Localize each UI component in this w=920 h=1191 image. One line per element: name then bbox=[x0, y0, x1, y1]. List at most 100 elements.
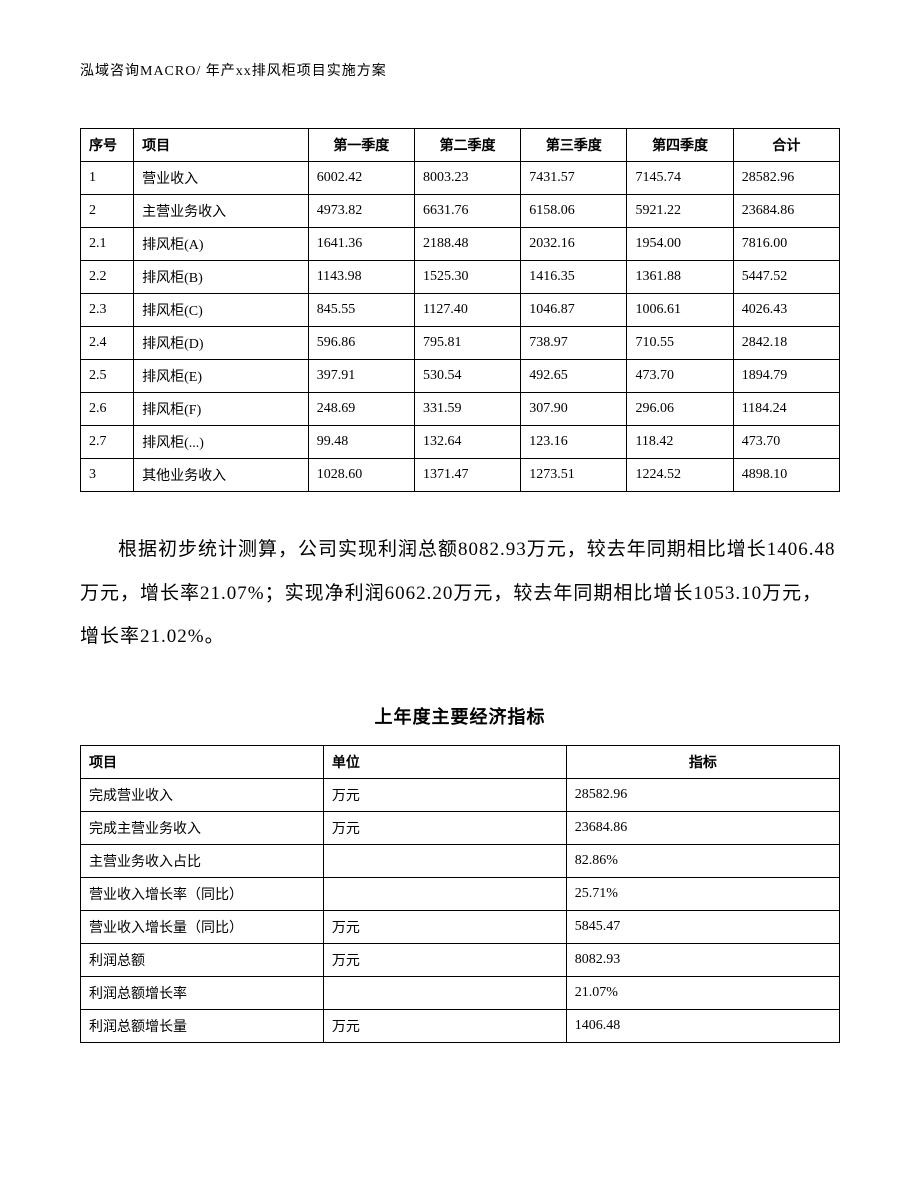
table-row: 2.6排风柜(F)248.69331.59307.90296.061184.24 bbox=[81, 393, 840, 426]
table-row: 2.2排风柜(B)1143.981525.301416.351361.88544… bbox=[81, 261, 840, 294]
quarterly-revenue-table: 序号 项目 第一季度 第二季度 第三季度 第四季度 合计 1营业收入6002.4… bbox=[80, 128, 840, 492]
cell: 307.90 bbox=[521, 393, 627, 426]
table-header-row: 序号 项目 第一季度 第二季度 第三季度 第四季度 合计 bbox=[81, 129, 840, 162]
cell: 2.1 bbox=[81, 228, 134, 261]
table-row: 2.5排风柜(E)397.91530.54492.65473.701894.79 bbox=[81, 360, 840, 393]
cell: 296.06 bbox=[627, 393, 733, 426]
cell: 万元 bbox=[323, 1010, 566, 1043]
cell: 排风柜(E) bbox=[134, 360, 309, 393]
cell: 2.2 bbox=[81, 261, 134, 294]
cell: 完成营业收入 bbox=[81, 779, 324, 812]
cell: 6002.42 bbox=[308, 162, 414, 195]
col-q2: 第二季度 bbox=[414, 129, 520, 162]
table-row: 2.1排风柜(A)1641.362188.482032.161954.00781… bbox=[81, 228, 840, 261]
economic-indicator-table: 项目 单位 指标 完成营业收入万元28582.96 完成主营业务收入万元2368… bbox=[80, 745, 840, 1043]
cell: 7431.57 bbox=[521, 162, 627, 195]
cell: 3 bbox=[81, 459, 134, 492]
cell: 排风柜(F) bbox=[134, 393, 309, 426]
cell: 123.16 bbox=[521, 426, 627, 459]
table-row: 利润总额万元8082.93 bbox=[81, 944, 840, 977]
cell: 1046.87 bbox=[521, 294, 627, 327]
table-header-row: 项目 单位 指标 bbox=[81, 746, 840, 779]
cell bbox=[323, 977, 566, 1010]
cell: 21.07% bbox=[566, 977, 839, 1010]
cell: 1143.98 bbox=[308, 261, 414, 294]
cell: 排风柜(B) bbox=[134, 261, 309, 294]
cell: 1525.30 bbox=[414, 261, 520, 294]
cell: 2 bbox=[81, 195, 134, 228]
cell: 万元 bbox=[323, 812, 566, 845]
body-paragraph: 根据初步统计测算，公司实现利润总额8082.93万元，较去年同期相比增长1406… bbox=[80, 528, 840, 659]
page-header: 泓域咨询MACRO/ 年产xx排风柜项目实施方案 bbox=[80, 60, 840, 80]
cell: 利润总额增长率 bbox=[81, 977, 324, 1010]
cell: 2842.18 bbox=[733, 327, 839, 360]
col-seq: 序号 bbox=[81, 129, 134, 162]
table-row: 2主营业务收入4973.826631.766158.065921.2223684… bbox=[81, 195, 840, 228]
table-row: 2.7排风柜(...)99.48132.64123.16118.42473.70 bbox=[81, 426, 840, 459]
cell: 万元 bbox=[323, 911, 566, 944]
table-row: 3其他业务收入1028.601371.471273.511224.524898.… bbox=[81, 459, 840, 492]
cell: 1416.35 bbox=[521, 261, 627, 294]
table-row: 营业收入增长量（同比）万元5845.47 bbox=[81, 911, 840, 944]
col-total: 合计 bbox=[733, 129, 839, 162]
cell: 利润总额增长量 bbox=[81, 1010, 324, 1043]
table-row: 利润总额增长量万元1406.48 bbox=[81, 1010, 840, 1043]
table-row: 营业收入增长率（同比） 25.71% bbox=[81, 878, 840, 911]
cell: 万元 bbox=[323, 779, 566, 812]
cell: 排风柜(...) bbox=[134, 426, 309, 459]
cell: 1273.51 bbox=[521, 459, 627, 492]
cell: 4973.82 bbox=[308, 195, 414, 228]
cell: 2.3 bbox=[81, 294, 134, 327]
cell: 1127.40 bbox=[414, 294, 520, 327]
cell: 2.5 bbox=[81, 360, 134, 393]
cell: 7145.74 bbox=[627, 162, 733, 195]
cell: 1954.00 bbox=[627, 228, 733, 261]
cell: 710.55 bbox=[627, 327, 733, 360]
cell: 2188.48 bbox=[414, 228, 520, 261]
cell: 132.64 bbox=[414, 426, 520, 459]
cell: 397.91 bbox=[308, 360, 414, 393]
cell: 4026.43 bbox=[733, 294, 839, 327]
cell: 1406.48 bbox=[566, 1010, 839, 1043]
cell: 营业收入 bbox=[134, 162, 309, 195]
cell: 5845.47 bbox=[566, 911, 839, 944]
cell bbox=[323, 845, 566, 878]
cell: 排风柜(A) bbox=[134, 228, 309, 261]
cell: 845.55 bbox=[308, 294, 414, 327]
cell: 7816.00 bbox=[733, 228, 839, 261]
table-row: 2.4排风柜(D)596.86795.81738.97710.552842.18 bbox=[81, 327, 840, 360]
cell: 其他业务收入 bbox=[134, 459, 309, 492]
cell: 99.48 bbox=[308, 426, 414, 459]
cell: 营业收入增长率（同比） bbox=[81, 878, 324, 911]
table-row: 利润总额增长率 21.07% bbox=[81, 977, 840, 1010]
cell: 6158.06 bbox=[521, 195, 627, 228]
cell: 1641.36 bbox=[308, 228, 414, 261]
cell: 8082.93 bbox=[566, 944, 839, 977]
col-q3: 第三季度 bbox=[521, 129, 627, 162]
cell: 473.70 bbox=[627, 360, 733, 393]
cell: 排风柜(D) bbox=[134, 327, 309, 360]
cell bbox=[323, 878, 566, 911]
col-q1: 第一季度 bbox=[308, 129, 414, 162]
section-title: 上年度主要经济指标 bbox=[80, 703, 840, 729]
cell: 主营业务收入 bbox=[134, 195, 309, 228]
cell: 82.86% bbox=[566, 845, 839, 878]
cell: 25.71% bbox=[566, 878, 839, 911]
cell: 4898.10 bbox=[733, 459, 839, 492]
cell: 738.97 bbox=[521, 327, 627, 360]
cell: 795.81 bbox=[414, 327, 520, 360]
cell: 营业收入增长量（同比） bbox=[81, 911, 324, 944]
cell: 2.6 bbox=[81, 393, 134, 426]
cell: 完成主营业务收入 bbox=[81, 812, 324, 845]
cell: 2.4 bbox=[81, 327, 134, 360]
table-row: 完成营业收入万元28582.96 bbox=[81, 779, 840, 812]
cell: 28582.96 bbox=[733, 162, 839, 195]
cell: 1361.88 bbox=[627, 261, 733, 294]
cell: 2032.16 bbox=[521, 228, 627, 261]
cell: 8003.23 bbox=[414, 162, 520, 195]
cell: 492.65 bbox=[521, 360, 627, 393]
cell: 23684.86 bbox=[566, 812, 839, 845]
cell: 万元 bbox=[323, 944, 566, 977]
cell: 1184.24 bbox=[733, 393, 839, 426]
cell: 利润总额 bbox=[81, 944, 324, 977]
